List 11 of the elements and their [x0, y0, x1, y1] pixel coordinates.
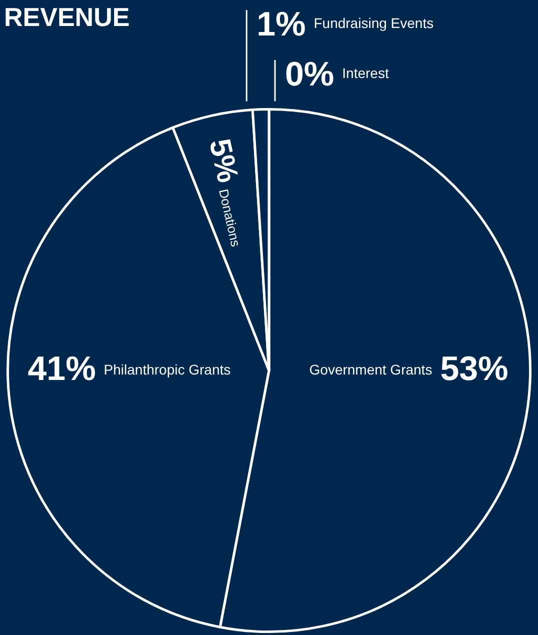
- category-label: Interest: [342, 64, 389, 81]
- text: 0%: [285, 55, 334, 94]
- data-label: 1%: [256, 5, 306, 44]
- chart-title: REVENUE: [4, 2, 130, 32]
- slice-label: Donations: [216, 188, 244, 248]
- slice-label: Philanthropic Grants: [104, 361, 231, 378]
- data-label: 5%: [202, 136, 244, 186]
- data-label: 53%: [440, 350, 508, 388]
- data-label: 41%: [28, 350, 96, 388]
- slice-label: Government Grants: [309, 361, 432, 378]
- slice-label: Fundraising Events: [314, 14, 434, 31]
